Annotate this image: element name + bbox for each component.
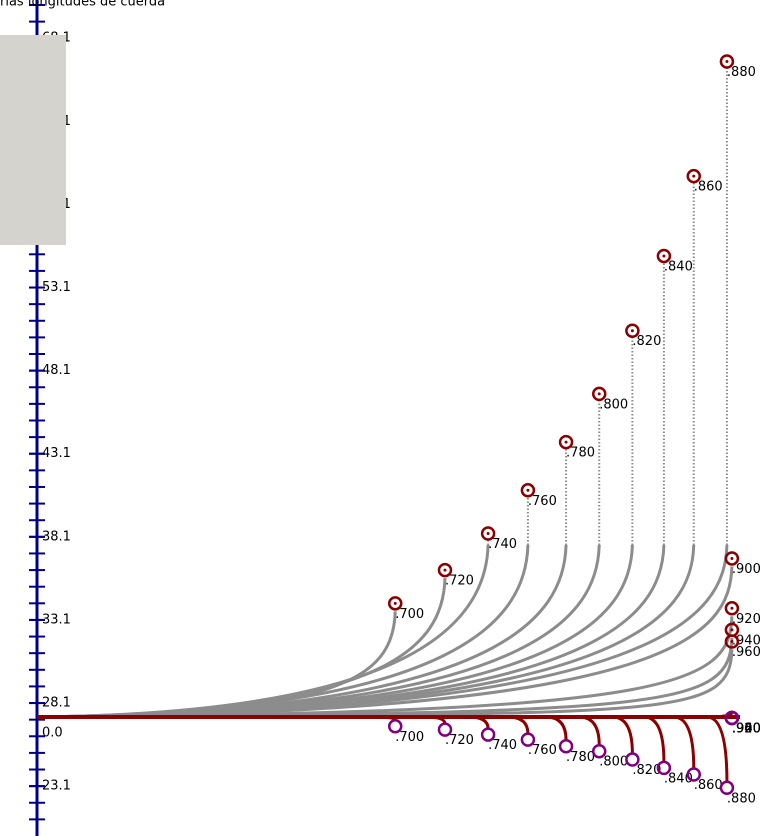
x-tick-label: 0.0 <box>42 726 63 741</box>
point-center <box>730 640 734 644</box>
drop-curve <box>643 715 666 762</box>
y-tick-label: 53.1 <box>42 280 71 295</box>
point <box>480 727 496 742</box>
y-tick-label: 38.1 <box>42 529 71 544</box>
drop-curve <box>706 715 729 782</box>
point-label: .860 <box>694 778 723 793</box>
point-center <box>730 628 734 632</box>
point <box>591 743 607 759</box>
point-label: .700 <box>395 607 424 622</box>
point-label: .800 <box>599 755 628 770</box>
drop-curve <box>468 715 490 729</box>
point-label: .820 <box>632 763 661 778</box>
point-center <box>630 329 634 333</box>
point-label: .920 <box>732 721 761 736</box>
curve <box>36 566 734 719</box>
point <box>719 780 735 796</box>
point-label: .880 <box>727 791 756 806</box>
point-label: .960 <box>732 645 761 660</box>
point <box>724 634 740 649</box>
point-label: .900 <box>732 562 761 577</box>
point-label: .800 <box>599 397 628 412</box>
y-tick-label: 33.1 <box>42 612 71 627</box>
drop-curve <box>507 715 530 734</box>
point <box>520 732 536 747</box>
chart-title: rias longitudes de cuerda <box>0 0 165 10</box>
point-label: .760 <box>528 494 557 509</box>
point <box>724 710 740 726</box>
point-center <box>526 488 530 492</box>
point <box>387 596 403 611</box>
point-label: .780 <box>566 446 595 461</box>
point-center <box>730 556 734 560</box>
point-label: .700 <box>395 730 424 745</box>
point-label: .920 <box>732 612 761 627</box>
point <box>724 601 740 616</box>
point <box>625 752 640 767</box>
point-center <box>597 392 601 396</box>
point-label: .840 <box>664 771 693 786</box>
point-center <box>443 568 447 572</box>
drop-curve <box>545 715 568 741</box>
point-label: .740 <box>488 738 517 753</box>
point-label: .880 <box>727 65 756 80</box>
point-center <box>564 440 568 444</box>
point-label: .720 <box>445 574 474 589</box>
point <box>480 526 496 541</box>
point <box>656 248 672 264</box>
point-label: .760 <box>528 743 557 758</box>
y-tick-label: 23.1 <box>42 779 71 794</box>
point <box>520 483 536 498</box>
point-label: .900 <box>732 721 761 736</box>
point-center <box>662 254 666 258</box>
point <box>387 719 403 734</box>
drop-curve <box>673 715 696 769</box>
drop-curve <box>612 715 634 754</box>
point-label: .940 <box>732 633 761 648</box>
overlay-panel <box>0 35 66 245</box>
point-label: .780 <box>566 750 595 765</box>
point <box>558 739 574 754</box>
point-label: .840 <box>664 259 693 274</box>
point-label: .820 <box>632 334 661 349</box>
point-label: .960 <box>732 721 761 736</box>
point-center <box>725 59 729 63</box>
point-label: .720 <box>445 733 474 748</box>
y-tick-label: 43.1 <box>42 446 71 461</box>
point <box>686 767 702 782</box>
point-label: .860 <box>694 180 723 195</box>
point-center <box>486 532 490 536</box>
point <box>625 323 640 338</box>
point <box>437 562 453 578</box>
point <box>719 54 735 69</box>
point-center <box>692 174 696 178</box>
point-label: .740 <box>488 537 517 552</box>
point <box>724 551 740 566</box>
point-center <box>393 601 397 605</box>
drop-curve <box>579 715 601 746</box>
curve <box>36 649 734 719</box>
point <box>686 168 702 184</box>
point <box>656 760 672 776</box>
point <box>591 386 607 402</box>
drop-curve <box>424 715 447 724</box>
point-label: .940 <box>732 721 761 736</box>
point <box>437 722 453 737</box>
y-tick-label: 28.1 <box>42 696 71 711</box>
point-center <box>730 606 734 610</box>
point <box>558 434 574 450</box>
y-tick-label: 48.1 <box>42 363 71 378</box>
